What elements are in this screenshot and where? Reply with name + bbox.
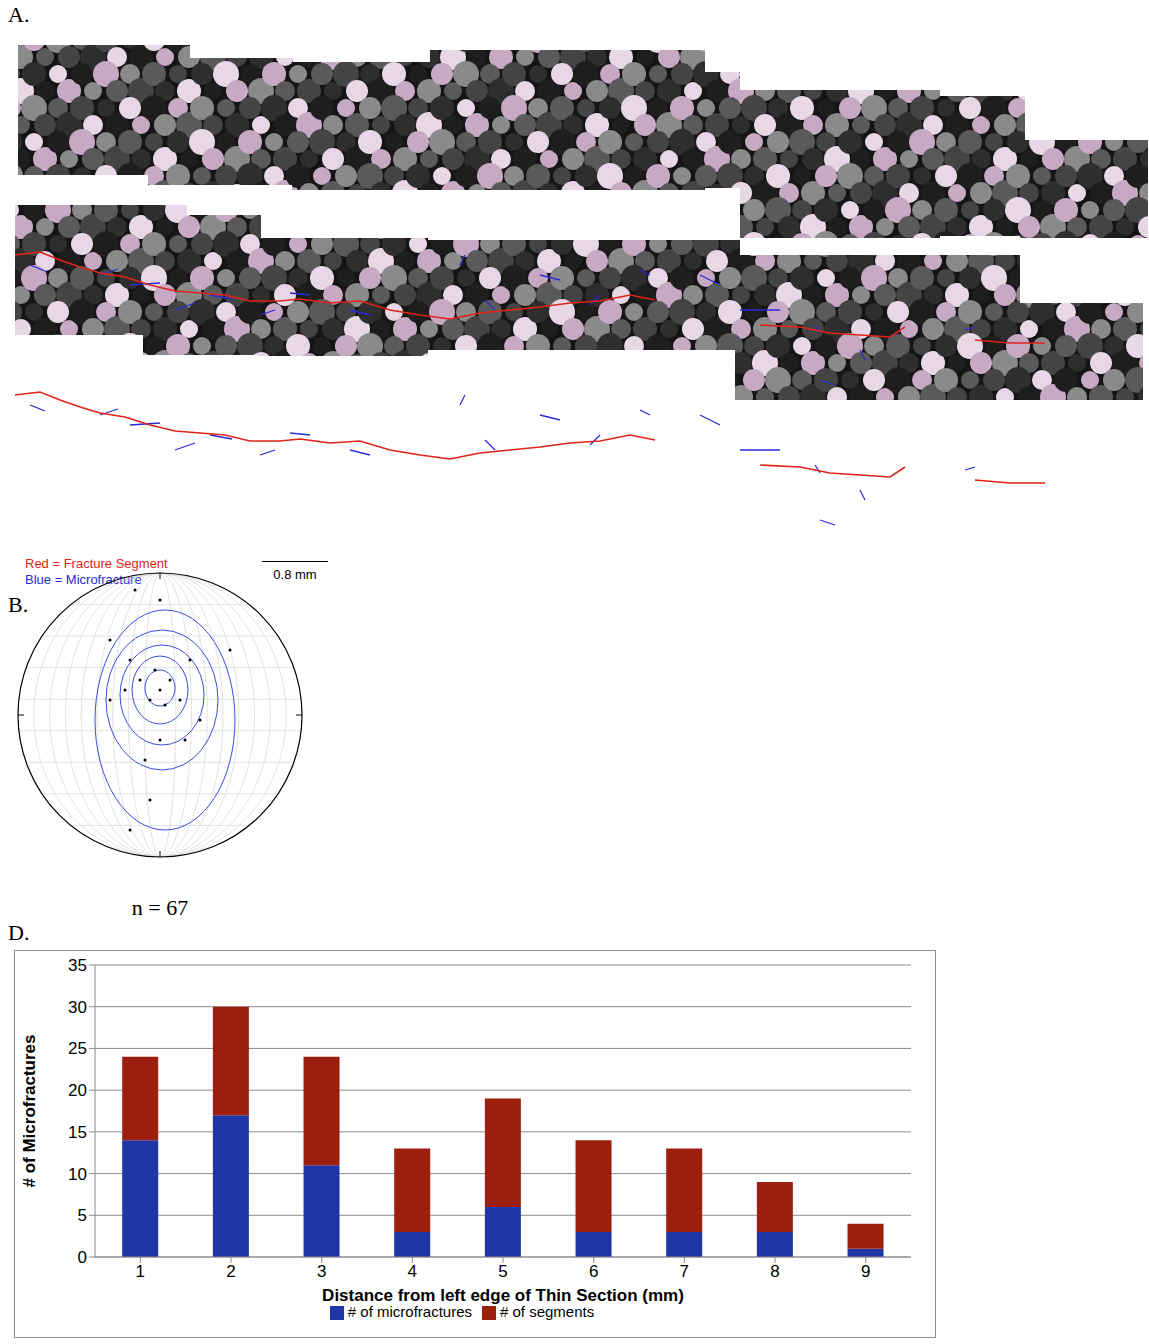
svg-text:9: 9 — [861, 1262, 870, 1281]
svg-text:Distance from left edge of Thi: Distance from left edge of Thin Section … — [322, 1286, 684, 1305]
svg-text:0: 0 — [78, 1248, 87, 1267]
svg-text:3: 3 — [317, 1262, 326, 1281]
html-text:Blue = Microfracture: Blue = Microfracture — [25, 572, 142, 587]
svg-text:10: 10 — [68, 1165, 87, 1184]
html-text:A.: A. — [8, 2, 30, 27]
svg-text:6: 6 — [589, 1262, 598, 1281]
html-text:# of segments: # of segments — [500, 1303, 595, 1320]
html-text:B.: B. — [8, 592, 29, 617]
svg-text:35: 35 — [68, 956, 87, 975]
svg-text:5: 5 — [78, 1206, 87, 1225]
svg-text:1: 1 — [136, 1262, 145, 1281]
svg-text:7: 7 — [680, 1262, 689, 1281]
svg-text:2: 2 — [226, 1262, 235, 1281]
svg-text:# of Microfractures: # of Microfractures — [20, 1034, 39, 1187]
svg-text:4: 4 — [408, 1262, 417, 1281]
svg-text:30: 30 — [68, 998, 87, 1017]
html-text:0.8 mm: 0.8 mm — [273, 567, 317, 582]
svg-text:20: 20 — [68, 1081, 87, 1100]
html-text:Red = Fracture Segment: Red = Fracture Segment — [25, 556, 168, 571]
svg-text:25: 25 — [68, 1039, 87, 1058]
svg-text:8: 8 — [770, 1262, 779, 1281]
svg-text:15: 15 — [68, 1123, 87, 1142]
html-text:D.: D. — [8, 920, 30, 945]
svg-text:5: 5 — [498, 1262, 507, 1281]
html-text:n = 67: n = 67 — [131, 895, 189, 920]
html-text:# of microfractures: # of microfractures — [347, 1303, 472, 1320]
